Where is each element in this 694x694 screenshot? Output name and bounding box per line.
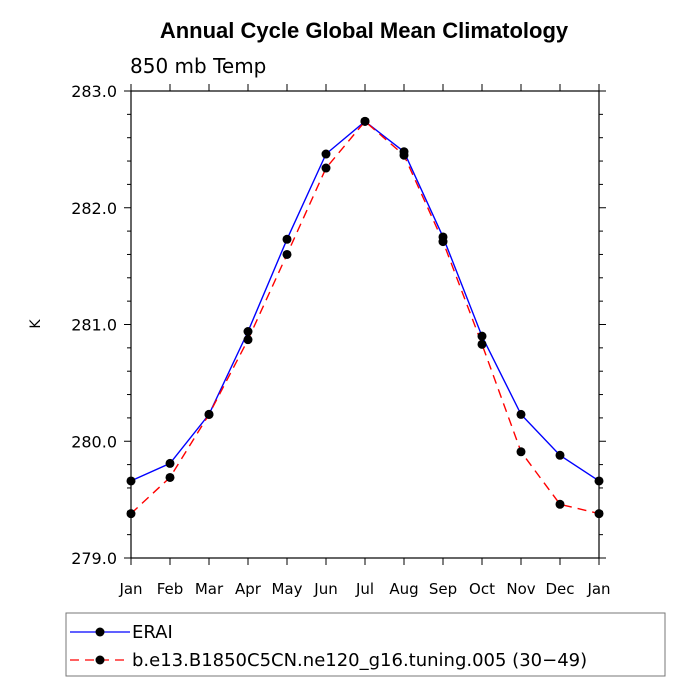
y-tick-label: 282.0 <box>71 199 117 218</box>
x-tick-label: Apr <box>235 580 262 598</box>
y-tick-label: 279.0 <box>71 549 117 568</box>
legend-erai-label: ERAI <box>132 622 173 643</box>
series-1-point <box>594 509 604 519</box>
y-tick-label: 280.0 <box>71 432 117 451</box>
series-1-point <box>360 116 370 126</box>
series-1-point <box>204 409 214 419</box>
series-0-point <box>594 476 604 486</box>
chart-title: Annual Cycle Global Mean Climatology <box>160 18 569 43</box>
series-0-point <box>165 458 175 468</box>
x-tick-label: Mar <box>195 580 224 598</box>
plot-frame <box>130 90 600 559</box>
y-tick-label: 281.0 <box>71 316 117 335</box>
series-0-point <box>282 234 292 244</box>
series-0-point <box>555 450 565 460</box>
chart-subtitle: 850 mb Temp <box>130 54 266 78</box>
legend-model-label: b.e13.B1850C5CN.ne120_g16.tuning.005 (30… <box>132 650 587 671</box>
axis-ticks <box>124 84 606 565</box>
series-0-point <box>516 409 526 419</box>
legend-erai-marker <box>95 627 105 637</box>
series-1-point <box>477 339 487 349</box>
x-tick-label: Aug <box>389 580 418 598</box>
x-tick-label: Nov <box>506 580 535 598</box>
x-tick-label: Oct <box>469 580 495 598</box>
series-1-point <box>438 237 448 247</box>
series-layer <box>126 116 604 519</box>
x-tick-label: May <box>271 580 302 598</box>
series-1-point <box>516 447 526 457</box>
x-tick-label: Jun <box>313 580 337 598</box>
series-1-point <box>321 163 331 173</box>
series-1-point <box>555 499 565 509</box>
series-1-point <box>399 150 409 160</box>
series-1-point <box>282 249 292 259</box>
x-tick-label: Jul <box>355 580 374 598</box>
series-1-point <box>165 472 175 482</box>
x-tick-labels: Jan Feb Mar Apr May Jun Jul Aug Sep Oct Nov Dec Jan <box>118 580 610 598</box>
series-0-point <box>321 149 331 159</box>
y-tick-label: 283.0 <box>71 82 117 101</box>
series-0-point <box>477 331 487 341</box>
series-1-point <box>126 509 136 519</box>
series-0-point <box>243 327 253 337</box>
series-1-point <box>243 335 253 345</box>
x-tick-label: Dec <box>545 580 574 598</box>
y-tick-labels: 279.0 280.0 281.0 282.0 283.0 <box>71 82 117 568</box>
series-line-1 <box>130 120 600 515</box>
x-tick-label: Jan <box>118 580 142 598</box>
y-axis-label: K <box>28 319 44 329</box>
legend: ERAI b.e13.B1850C5CN.ne120_g16.tuning.00… <box>65 612 666 677</box>
legend-box <box>65 612 666 677</box>
legend-model-marker <box>95 655 105 665</box>
series-0-point <box>126 476 136 486</box>
x-tick-label: Sep <box>429 580 457 598</box>
x-tick-label: Feb <box>157 580 184 598</box>
x-tick-label: Jan <box>586 580 610 598</box>
